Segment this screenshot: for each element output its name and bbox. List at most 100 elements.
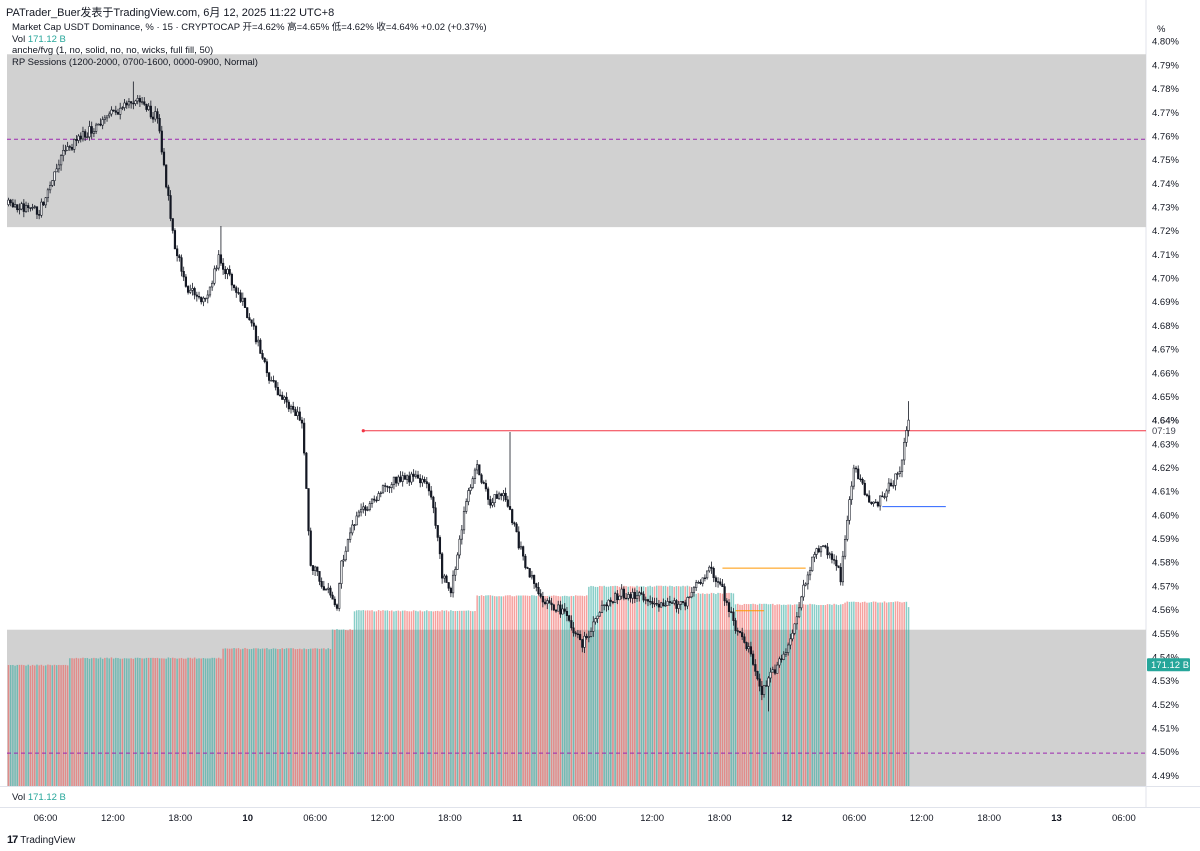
candle-body[interactable] — [99, 123, 102, 126]
candle-body[interactable] — [403, 475, 406, 480]
candle-body[interactable] — [703, 577, 707, 579]
candle-body[interactable] — [743, 636, 746, 643]
candle-body[interactable] — [259, 339, 262, 354]
candle-body[interactable] — [228, 269, 231, 275]
candle-body[interactable] — [537, 587, 540, 595]
candle-body[interactable] — [670, 602, 674, 604]
candle-body[interactable] — [134, 100, 137, 104]
candle-body[interactable] — [217, 254, 220, 269]
candle-body[interactable] — [868, 495, 871, 503]
candle-body[interactable] — [108, 113, 111, 117]
tradingview-brand[interactable]: 17 TradingView — [7, 834, 75, 846]
candle-body[interactable] — [767, 677, 770, 687]
candle-body[interactable] — [747, 646, 750, 650]
candle-body[interactable] — [824, 545, 827, 548]
candle-body[interactable] — [24, 205, 28, 212]
candle-body[interactable] — [787, 644, 790, 653]
candle-body[interactable] — [202, 297, 205, 303]
candle-body[interactable] — [594, 618, 597, 623]
candle-body[interactable] — [193, 288, 196, 296]
candle-body[interactable] — [515, 523, 518, 533]
candle-body[interactable] — [879, 495, 882, 507]
symbol-legend[interactable]: Market Cap USDT Dominance, % · 15 · CRYP… — [12, 22, 487, 33]
candle-body[interactable] — [149, 105, 152, 118]
candle-body[interactable] — [441, 553, 444, 579]
candle-body[interactable] — [712, 568, 715, 579]
candle-body[interactable] — [184, 276, 187, 287]
candle-body[interactable] — [112, 109, 115, 112]
candle-body[interactable] — [852, 467, 855, 487]
candle-body[interactable] — [189, 289, 192, 293]
candle-body[interactable] — [808, 570, 812, 576]
candle-body[interactable] — [395, 476, 398, 484]
candle-body[interactable] — [622, 588, 625, 599]
candle-body[interactable] — [62, 150, 65, 156]
candle-body[interactable] — [447, 582, 450, 589]
candle-body[interactable] — [167, 186, 170, 196]
candle-body[interactable] — [289, 405, 293, 410]
candle-body[interactable] — [445, 575, 448, 583]
candle-body[interactable] — [817, 548, 820, 553]
candle-body[interactable] — [614, 593, 617, 603]
candle-body[interactable] — [243, 297, 247, 308]
candle-body[interactable] — [491, 502, 494, 506]
candle-body[interactable] — [449, 587, 452, 594]
candle-body[interactable] — [751, 653, 755, 665]
candle-body[interactable] — [833, 559, 836, 561]
candle-body[interactable] — [706, 570, 709, 579]
candle-body[interactable] — [340, 560, 343, 584]
candle-body[interactable] — [53, 171, 56, 181]
candle-body[interactable] — [585, 635, 588, 638]
candle-body[interactable] — [892, 485, 895, 487]
candle-body[interactable] — [465, 501, 468, 512]
candle-body[interactable] — [86, 136, 89, 138]
candle-body[interactable] — [528, 568, 531, 578]
candle-body[interactable] — [797, 607, 801, 618]
candle-body[interactable] — [130, 101, 133, 104]
candle-body[interactable] — [478, 464, 481, 476]
candle-body[interactable] — [675, 600, 678, 609]
candle-body[interactable] — [283, 396, 286, 400]
candle-body[interactable] — [322, 586, 325, 591]
candle-body[interactable] — [539, 593, 542, 597]
candle-body[interactable] — [154, 111, 157, 120]
candle-body[interactable] — [699, 581, 702, 584]
candle-body[interactable] — [723, 586, 726, 602]
candle-body[interactable] — [33, 206, 36, 208]
candle-body[interactable] — [110, 109, 113, 115]
candle-body[interactable] — [559, 604, 562, 615]
candle-body[interactable] — [176, 248, 179, 257]
candle-body[interactable] — [660, 602, 663, 608]
candle-body[interactable] — [454, 569, 457, 576]
candle-body[interactable] — [232, 284, 236, 288]
candle-body[interactable] — [513, 522, 516, 525]
candle-body[interactable] — [548, 600, 551, 604]
candle-body[interactable] — [362, 506, 365, 510]
candle-body[interactable] — [215, 267, 218, 270]
candle-body[interactable] — [40, 201, 43, 216]
candle-body[interactable] — [583, 635, 586, 648]
candle-body[interactable] — [329, 587, 332, 596]
candle-body[interactable] — [695, 582, 698, 589]
candle-body[interactable] — [859, 478, 862, 481]
candle-body[interactable] — [666, 601, 669, 606]
candle-body[interactable] — [511, 509, 514, 524]
candle-body[interactable] — [95, 124, 98, 132]
candle-body[interactable] — [664, 605, 667, 607]
candle-body[interactable] — [784, 652, 788, 655]
candle-body[interactable] — [519, 546, 523, 549]
candle-body[interactable] — [79, 135, 82, 140]
candle-body[interactable] — [881, 495, 884, 498]
candle-body[interactable] — [13, 204, 17, 208]
candle-body[interactable] — [70, 146, 74, 150]
candle-body[interactable] — [68, 146, 71, 148]
candle-body[interactable] — [379, 492, 382, 495]
candle-body[interactable] — [876, 502, 880, 507]
candle-body[interactable] — [495, 494, 498, 499]
candle-body[interactable] — [416, 474, 420, 479]
candle-body[interactable] — [408, 475, 411, 483]
candle-body[interactable] — [388, 486, 391, 489]
candle-body[interactable] — [592, 621, 595, 632]
candle-body[interactable] — [657, 603, 661, 608]
candle-body[interactable] — [373, 498, 376, 501]
